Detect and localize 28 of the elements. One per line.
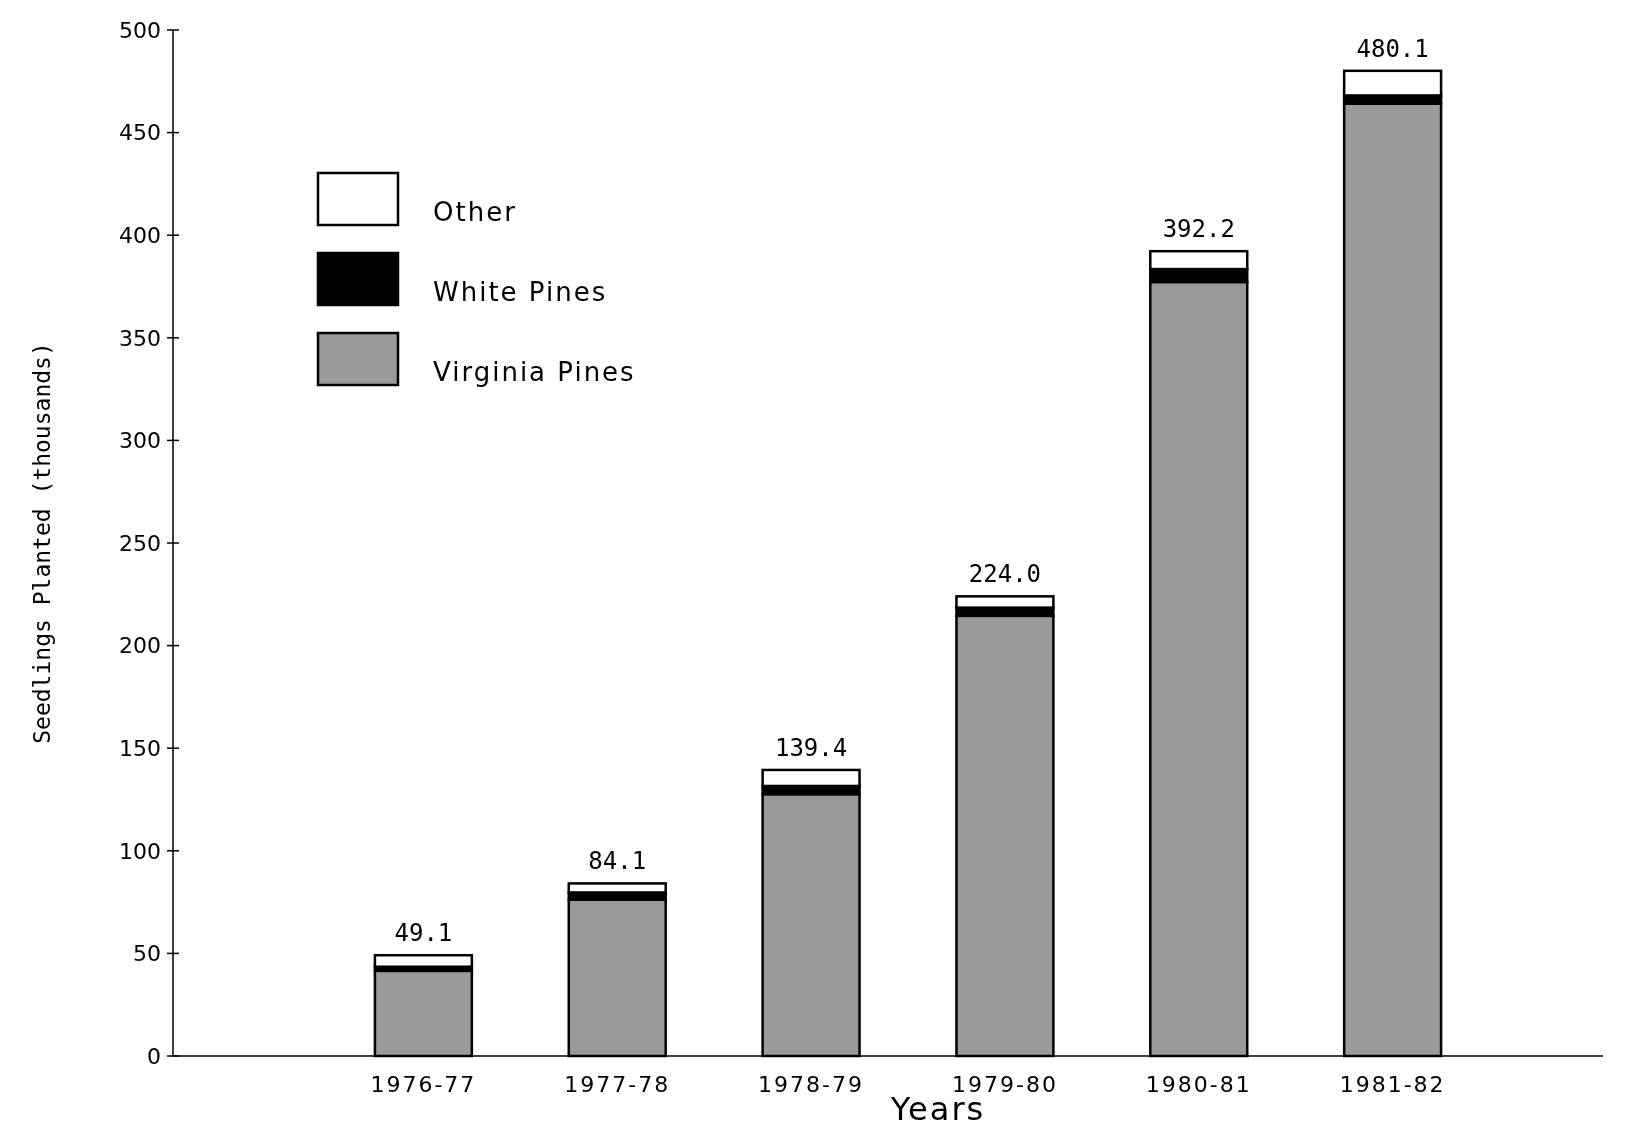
legend-label: White Pines <box>433 277 608 307</box>
y-tick-label: 300 <box>119 428 161 454</box>
y-tick-label: 450 <box>119 120 161 146</box>
y-tick-label: 100 <box>119 838 161 864</box>
y-tick-label: 50 <box>133 941 161 967</box>
y-axis-title: Seedlings Planted (thousands) <box>29 342 55 744</box>
total-label: 224.0 <box>968 560 1042 589</box>
x-tick-label: 1978-79 <box>758 1072 865 1097</box>
x-tick-label: 1976-77 <box>370 1072 477 1097</box>
total-label: 49.1 <box>394 919 453 948</box>
total-label: 139.4 <box>774 733 848 762</box>
y-tick-label: 350 <box>119 325 161 351</box>
y-tick-label: 150 <box>119 735 161 761</box>
total-label: 392.2 <box>1162 215 1235 244</box>
y-tick-label: 200 <box>119 633 161 659</box>
total-label: 84.1 <box>588 847 647 876</box>
x-tick-label: 1980-81 <box>1145 1072 1252 1097</box>
bar <box>373 954 474 968</box>
y-tick-label: 0 <box>147 1043 161 1069</box>
total-label: 480.1 <box>1356 34 1429 63</box>
x-tick-label: 1977-78 <box>564 1072 671 1097</box>
legend-label: Virginia Pines <box>433 357 636 387</box>
y-tick-label: 500 <box>119 17 161 43</box>
x-tick-label: 1979-80 <box>951 1072 1058 1097</box>
x-tick-label: 1981-82 <box>1339 1072 1446 1097</box>
y-tick-label: 400 <box>119 222 161 248</box>
y-tick-label: 250 <box>119 530 161 556</box>
legend-label: Other <box>433 197 517 227</box>
